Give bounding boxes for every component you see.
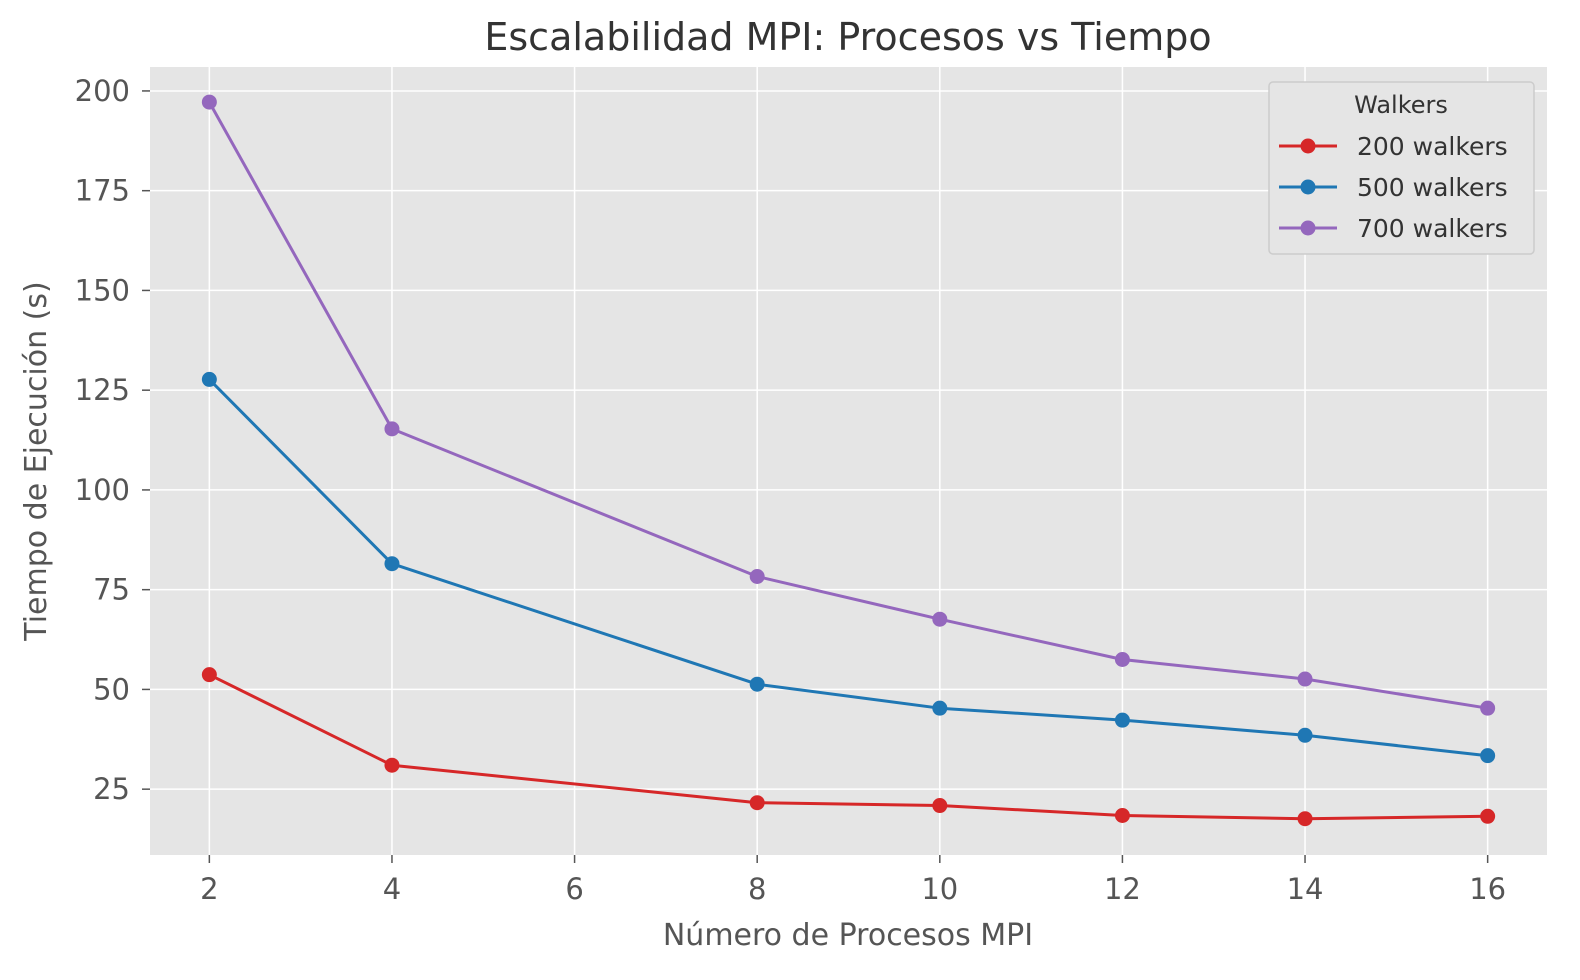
data-point-700-walkers bbox=[1480, 700, 1496, 716]
x-tick-label: 12 bbox=[1104, 872, 1141, 906]
x-axis-label: Número de Procesos MPI bbox=[663, 918, 1033, 953]
x-tick-label: 2 bbox=[200, 872, 218, 906]
data-point-700-walkers bbox=[749, 569, 765, 585]
y-tick-label: 100 bbox=[75, 473, 130, 507]
y-tick-label: 150 bbox=[75, 273, 130, 307]
y-tick-label: 50 bbox=[93, 672, 130, 706]
y-tick-label: 75 bbox=[93, 573, 130, 607]
legend-label-700-walkers: 700 walkers bbox=[1357, 214, 1508, 243]
data-point-500-walkers bbox=[932, 700, 948, 716]
data-point-500-walkers bbox=[1297, 727, 1313, 743]
y-axis-label: Tiempo de Ejecución (s) bbox=[19, 281, 54, 641]
x-tick-label: 14 bbox=[1287, 872, 1324, 906]
data-point-700-walkers bbox=[1297, 671, 1313, 687]
legend-label-200-walkers: 200 walkers bbox=[1357, 132, 1508, 161]
legend: Walkers 200 walkers 500 walkers 700 walker… bbox=[1268, 81, 1535, 255]
data-point-500-walkers bbox=[201, 371, 217, 387]
y-tick-label: 200 bbox=[75, 74, 130, 108]
data-point-500-walkers bbox=[749, 676, 765, 692]
data-point-500-walkers bbox=[1114, 712, 1130, 728]
data-point-200-walkers bbox=[1480, 808, 1496, 824]
legend-title: Walkers bbox=[1354, 91, 1448, 119]
chart-title: Escalabilidad MPI: Procesos vs Tiempo bbox=[484, 15, 1211, 59]
x-tick-label: 8 bbox=[748, 872, 766, 906]
x-tick-label: 16 bbox=[1469, 872, 1506, 906]
y-axis-ticks: 25 50 75 100 125 150 175 200 bbox=[75, 74, 150, 806]
data-point-200-walkers bbox=[932, 798, 948, 814]
x-tick-label: 4 bbox=[383, 872, 401, 906]
x-axis-ticks: 2 4 6 8 10 12 14 16 bbox=[200, 855, 1506, 906]
data-point-700-walkers bbox=[1114, 651, 1130, 667]
data-point-200-walkers bbox=[749, 795, 765, 811]
y-tick-label: 125 bbox=[75, 373, 130, 407]
y-tick-label: 175 bbox=[75, 174, 130, 208]
data-point-700-walkers bbox=[201, 94, 217, 110]
data-point-700-walkers bbox=[384, 421, 400, 437]
data-point-200-walkers bbox=[384, 757, 400, 773]
legend-label-500-walkers: 500 walkers bbox=[1357, 173, 1508, 202]
data-point-500-walkers bbox=[1480, 748, 1496, 764]
data-point-500-walkers bbox=[384, 556, 400, 572]
series-group bbox=[201, 94, 1496, 827]
legend-marker-700-walkers bbox=[1300, 220, 1316, 236]
data-point-200-walkers bbox=[201, 667, 217, 683]
legend-box bbox=[1268, 81, 1535, 255]
legend-marker-500-walkers bbox=[1300, 179, 1316, 195]
data-point-200-walkers bbox=[1297, 811, 1313, 827]
y-tick-label: 25 bbox=[93, 772, 130, 806]
data-point-700-walkers bbox=[932, 611, 948, 627]
legend-marker-200-walkers bbox=[1300, 138, 1316, 154]
x-tick-label: 10 bbox=[921, 872, 958, 906]
x-tick-label: 6 bbox=[565, 872, 583, 906]
data-point-200-walkers bbox=[1114, 808, 1130, 824]
